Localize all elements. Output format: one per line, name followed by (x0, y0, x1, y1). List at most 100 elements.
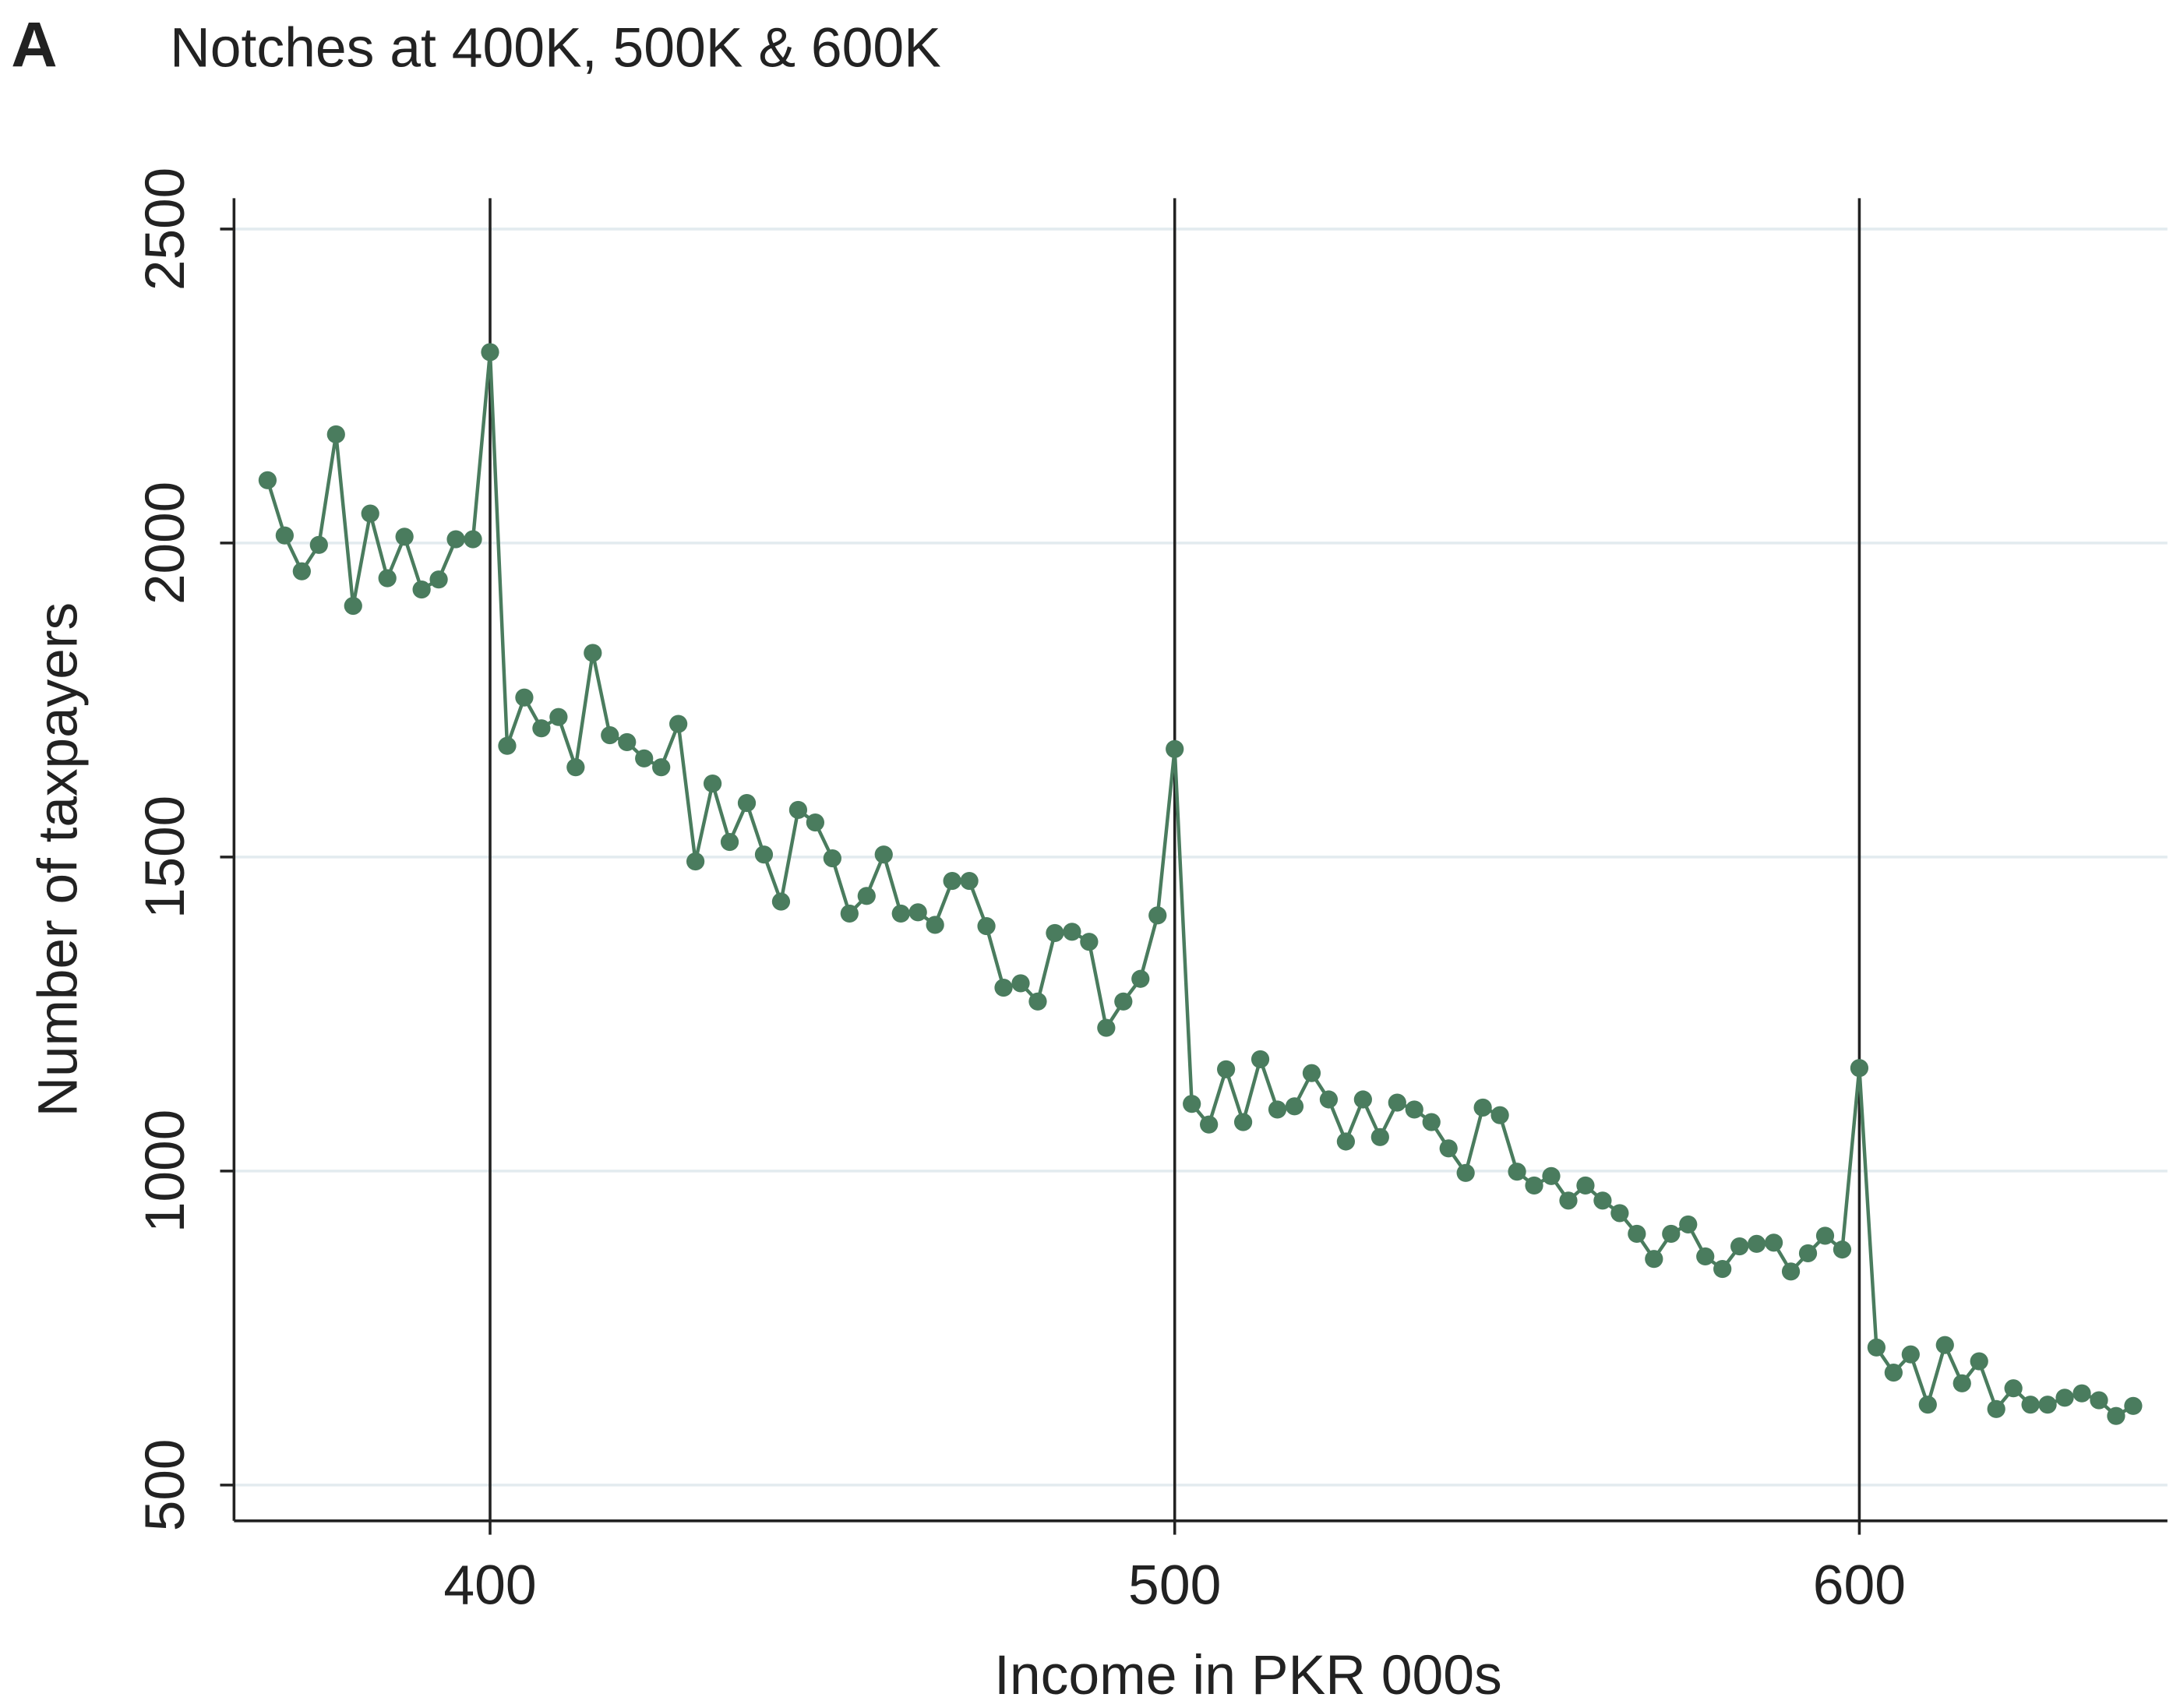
data-point (344, 596, 362, 616)
y-tick-label: 1000 (134, 1110, 196, 1233)
data-point (943, 871, 961, 891)
data-point (1353, 1090, 1372, 1109)
data-point (806, 813, 825, 832)
data-point (754, 845, 774, 864)
data-point (2107, 1406, 2125, 1425)
data-point (635, 749, 654, 768)
data-point (515, 688, 534, 707)
data-point (395, 528, 414, 546)
data-point (1662, 1224, 1681, 1244)
data-point (1285, 1097, 1304, 1116)
data-point (2124, 1396, 2143, 1415)
panel-label: A (11, 10, 57, 81)
data-point (429, 570, 448, 589)
data-point (1798, 1244, 1818, 1263)
data-point (1422, 1113, 1441, 1131)
data-point (498, 736, 517, 755)
data-point (1080, 933, 1099, 951)
data-point (1028, 992, 1047, 1011)
data-point (1901, 1345, 1920, 1364)
data-point (618, 732, 637, 751)
series-line (266, 351, 2135, 1418)
data-point (1216, 1060, 1236, 1078)
data-point (994, 978, 1013, 997)
data-point (309, 535, 328, 554)
data-point (1063, 923, 1081, 941)
data-point (874, 845, 893, 864)
data-point (2072, 1384, 2091, 1403)
data-point (840, 904, 859, 923)
data-point (601, 725, 619, 745)
data-point (2090, 1391, 2108, 1410)
data-point (1713, 1260, 1732, 1279)
data-point (1131, 969, 1150, 988)
data-point (2055, 1389, 2074, 1407)
data-point (1987, 1399, 2005, 1418)
y-tick-label: 2000 (134, 482, 196, 605)
data-point (1679, 1215, 1698, 1233)
data-point (1935, 1336, 1954, 1354)
data-point (1405, 1100, 1423, 1119)
data-point (1183, 1095, 1201, 1113)
data-point (2038, 1396, 2057, 1414)
data-point (823, 849, 841, 868)
y-tick-label: 2500 (134, 168, 196, 291)
data-point (275, 526, 294, 545)
data-point (2021, 1396, 2040, 1414)
data-point (1114, 992, 1133, 1011)
data-point (1730, 1237, 1749, 1256)
data-point (1200, 1115, 1219, 1134)
data-point (1884, 1364, 1903, 1382)
data-point (1559, 1191, 1578, 1210)
data-point (1388, 1093, 1406, 1112)
data-point (891, 904, 910, 923)
data-point (361, 504, 379, 523)
data-point (1764, 1233, 1783, 1252)
data-point (977, 916, 996, 936)
data-point (1747, 1234, 1766, 1253)
data-point (1576, 1176, 1595, 1195)
data-point (1953, 1374, 1971, 1392)
data-point (1233, 1113, 1253, 1131)
data-point (481, 343, 499, 362)
x-tick-label: 600 (1813, 1554, 1906, 1617)
data-point (652, 758, 671, 777)
data-point (1046, 923, 1064, 942)
data-point (926, 916, 944, 934)
data-point (1815, 1226, 1835, 1245)
data-point (378, 569, 397, 588)
data-point (1833, 1240, 1852, 1259)
data-point (1439, 1139, 1458, 1158)
data-point (960, 871, 979, 891)
data-point (412, 580, 431, 599)
data-point (1645, 1250, 1663, 1269)
data-point (1525, 1176, 1543, 1195)
data-point (1097, 1018, 1116, 1037)
data-point (1850, 1059, 1869, 1078)
data-point (258, 471, 277, 489)
data-point (446, 530, 465, 549)
data-point (464, 530, 482, 549)
x-axis-title: Income in PKR 000s (994, 1644, 1502, 1706)
data-point (292, 562, 311, 581)
data-point (1166, 739, 1184, 758)
data-point (1490, 1106, 1509, 1124)
data-point (720, 832, 739, 852)
data-point (1918, 1396, 1937, 1414)
data-point (908, 903, 927, 922)
data-point (857, 887, 876, 905)
data-point (1319, 1090, 1339, 1109)
data-point (1011, 974, 1030, 993)
data-point (1970, 1352, 1988, 1371)
data-point (1508, 1163, 1526, 1181)
data-point (771, 892, 791, 911)
data-point (1867, 1338, 1886, 1357)
data-point (1542, 1166, 1561, 1185)
data-point (1268, 1100, 1287, 1119)
data-point (1302, 1064, 1321, 1082)
data-point (584, 644, 602, 662)
data-point (1456, 1163, 1475, 1182)
data-point (1781, 1262, 1801, 1281)
